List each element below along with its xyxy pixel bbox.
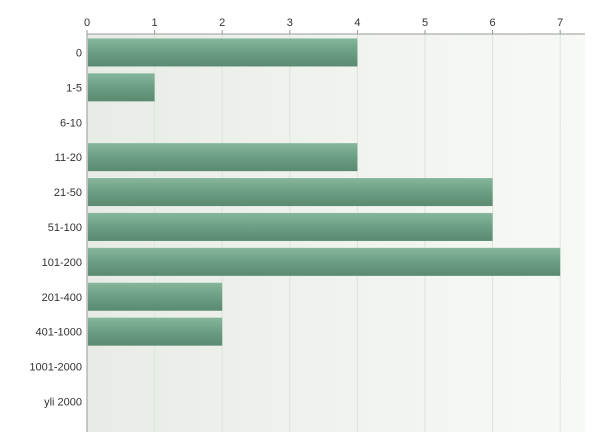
x-tick-label-0: 0 bbox=[84, 17, 90, 29]
bar-21-50 bbox=[88, 178, 493, 207]
x-tick-label-2: 2 bbox=[219, 17, 225, 29]
y-tick-label-21-50: 21-50 bbox=[54, 187, 82, 199]
y-tick-label-1-5: 1-5 bbox=[66, 82, 82, 94]
y-tick-label-201-400: 201-400 bbox=[42, 292, 82, 304]
bar-1-5 bbox=[88, 73, 155, 102]
y-tick-label-101-200: 101-200 bbox=[42, 257, 82, 269]
bar-11-20 bbox=[88, 143, 358, 172]
y-tick-label-401-1000: 401-1000 bbox=[36, 327, 83, 339]
y-tick-label-11-20: 11-20 bbox=[55, 152, 82, 164]
bar-401-1000 bbox=[88, 317, 223, 346]
bar-201-400 bbox=[88, 282, 223, 311]
x-tick-label-4: 4 bbox=[354, 17, 360, 29]
y-tick-label-51-100: 51-100 bbox=[48, 222, 82, 234]
y-tick-label-0: 0 bbox=[76, 47, 82, 59]
y-tick-label-1001-2000: 1001-2000 bbox=[29, 362, 82, 374]
x-tick-label-6: 6 bbox=[490, 17, 496, 29]
bar-101-200 bbox=[88, 247, 561, 276]
x-tick-label-5: 5 bbox=[422, 17, 428, 29]
x-tick-label-3: 3 bbox=[287, 17, 293, 29]
x-tick-label-1: 1 bbox=[152, 17, 158, 29]
y-tick-label-yli-2000: yli 2000 bbox=[44, 396, 82, 408]
x-tick-label-7: 7 bbox=[557, 17, 563, 29]
y-tick-label-6-10: 6-10 bbox=[60, 117, 82, 129]
bar-51-100 bbox=[88, 212, 493, 241]
bar-0 bbox=[88, 38, 358, 67]
